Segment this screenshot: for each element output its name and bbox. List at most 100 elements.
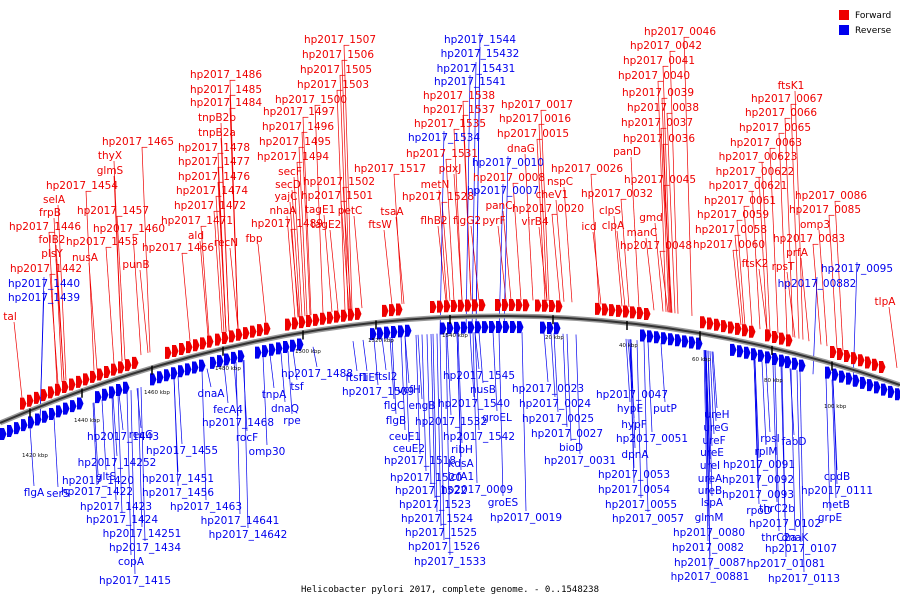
reverse-gene-label[interactable]: hp2017_1422 (61, 486, 133, 498)
forward-gene-label[interactable]: hp2017_0063 (730, 137, 802, 149)
forward-gene-label[interactable]: nusA (72, 252, 99, 264)
reverse-gene-label[interactable]: ureI (700, 460, 720, 472)
forward-gene-label[interactable]: hp2017_1505 (300, 64, 372, 76)
reverse-gene-label[interactable]: hypE (617, 403, 643, 415)
reverse-gene-label[interactable]: hp2017_0087 (674, 557, 746, 569)
reverse-gene-label[interactable]: hp2017_0007 (467, 185, 539, 197)
forward-gene-label[interactable]: hp2017_1486 (190, 69, 262, 81)
reverse-gene-label[interactable]: serS (47, 488, 70, 500)
forward-gene-label[interactable]: ald (188, 230, 204, 242)
reverse-gene-label[interactable]: ribH (451, 444, 473, 456)
reverse-gene-label[interactable]: hp2017_1524 (401, 513, 473, 525)
reverse-gene-label[interactable]: hp2017_0080 (673, 527, 745, 539)
reverse-gene-label[interactable]: hp2017_0082 (672, 542, 744, 554)
forward-gene-label[interactable]: fbp (245, 233, 262, 245)
forward-gene-label[interactable]: virB4 (521, 216, 549, 228)
reverse-gene-label[interactable]: hp2017_1468 (202, 417, 274, 429)
reverse-gene-label[interactable]: hp2017_1456 (142, 487, 214, 499)
forward-gene-label[interactable]: hp2017_0045 (624, 174, 696, 186)
reverse-gene-label[interactable]: lspA (701, 497, 724, 509)
reverse-gene-label[interactable]: ftsI2 (375, 371, 398, 383)
reverse-gene-label[interactable]: putP (653, 403, 677, 415)
forward-gene-label[interactable]: flhB2 (420, 215, 447, 227)
reverse-gene-label[interactable]: groES (488, 497, 519, 509)
reverse-gene-label[interactable]: hp2017_1544 (444, 34, 516, 46)
reverse-gene-label[interactable]: hp2017_0047 (596, 389, 668, 401)
forward-gene-label[interactable]: cheV1 (536, 189, 569, 201)
reverse-gene-label[interactable]: hp2017_1541 (434, 76, 506, 88)
reverse-gene-label[interactable]: recG (129, 429, 153, 441)
reverse-gene-label[interactable]: bioD (559, 442, 583, 454)
reverse-gene-label[interactable]: hp2017_00882 (778, 278, 857, 290)
forward-gene-label[interactable]: selA (43, 194, 66, 206)
reverse-gene-label[interactable]: hp2017_0092 (722, 474, 794, 486)
reverse-gene-label[interactable]: hp2017_1523 (399, 499, 471, 511)
forward-gene-label[interactable]: hp2017_0046 (644, 26, 716, 38)
reverse-gene-label[interactable]: hp2017_14641 (201, 515, 280, 527)
reverse-gene-label[interactable]: hp2017_1522 (395, 485, 467, 497)
reverse-gene-label[interactable]: flgA (24, 487, 45, 499)
forward-gene-label[interactable]: hp2017_1446 (9, 221, 81, 233)
reverse-gene-label[interactable]: hp2017_1420 (62, 475, 134, 487)
reverse-gene-label[interactable]: hp2017_1542 (443, 431, 515, 443)
forward-gene-label[interactable]: plsY (41, 248, 63, 260)
forward-gene-label[interactable]: frpB (39, 207, 61, 219)
reverse-gene-label[interactable]: vcfH (397, 384, 421, 396)
reverse-gene-label[interactable]: cpdB (824, 471, 850, 483)
forward-gene-label[interactable]: hp2017_1465 (102, 136, 174, 148)
forward-gene-label[interactable]: hp2017_1506 (302, 49, 374, 61)
forward-gene-label[interactable]: yajC (275, 191, 298, 203)
forward-gene-label[interactable]: nhaA (270, 205, 298, 217)
forward-gene-label[interactable]: secD (275, 179, 301, 191)
reverse-gene-label[interactable]: rplM (755, 446, 778, 458)
forward-gene-label[interactable]: clpA (602, 220, 625, 232)
forward-gene-label[interactable]: hp2017_1457 (77, 205, 149, 217)
reverse-gene-label[interactable]: gltS (96, 471, 117, 483)
reverse-gene-label[interactable]: flgB (386, 415, 406, 427)
reverse-gene-label[interactable]: hp2017_0009 (441, 484, 513, 496)
forward-gene-label[interactable]: hp2017_1501 (301, 190, 373, 202)
reverse-gene-label[interactable]: hypF (621, 419, 647, 431)
forward-gene-label[interactable]: petC (338, 205, 363, 217)
forward-gene-label[interactable]: hp2017_1460 (93, 223, 165, 235)
reverse-gene-label[interactable]: hp2017_0027 (531, 428, 603, 440)
forward-gene-label[interactable]: glmS (97, 165, 124, 177)
forward-gene-label[interactable]: hp2017_0038 (627, 102, 699, 114)
reverse-gene-label[interactable]: hp2017_1518 (384, 455, 456, 467)
reverse-gene-label[interactable]: hp2017_1451 (142, 473, 214, 485)
forward-gene-label[interactable]: thyX (98, 150, 122, 162)
reverse-gene-label[interactable]: dnaA (198, 388, 226, 400)
forward-gene-label[interactable]: tal (3, 311, 16, 323)
reverse-gene-label[interactable]: rpoD (746, 505, 772, 517)
forward-gene-label[interactable]: hp2017_0036 (623, 133, 695, 145)
forward-gene-label[interactable]: hp2017_0041 (623, 55, 695, 67)
reverse-gene-label[interactable]: dnaK (782, 532, 810, 544)
forward-gene-label[interactable]: hp2017_1471 (161, 215, 233, 227)
forward-gene-label[interactable]: panD (613, 146, 641, 158)
reverse-gene-label[interactable]: kdsA (448, 458, 474, 470)
reverse-gene-label[interactable]: copA (118, 556, 145, 568)
forward-gene-label[interactable]: hp2017_0020 (512, 203, 584, 215)
reverse-gene-label[interactable]: hp2017_1525 (405, 527, 477, 539)
forward-gene-label[interactable]: punB (122, 259, 149, 271)
reverse-gene-label[interactable]: hp2017_15431 (437, 63, 516, 75)
forward-gene-label[interactable]: hp2017_0061 (704, 195, 776, 207)
reverse-gene-label[interactable]: dpnA (621, 449, 649, 461)
reverse-gene-label[interactable]: hp2017_14252 (78, 457, 157, 469)
forward-gene-label[interactable]: tlpA (875, 296, 897, 308)
forward-gene-label[interactable]: hp2017_0066 (745, 107, 817, 119)
forward-gene-label[interactable]: hp2017_0039 (622, 87, 694, 99)
forward-gene-label[interactable]: recN (214, 237, 238, 249)
forward-gene-label[interactable]: secF (278, 166, 302, 178)
reverse-gene-label[interactable]: tsf (290, 381, 304, 393)
reverse-gene-label[interactable]: hp2017_1509 (342, 386, 414, 398)
reverse-gene-label[interactable]: ureB (698, 485, 722, 497)
forward-gene-label[interactable]: hp2017_1495 (259, 136, 331, 148)
reverse-gene-label[interactable]: hp2017_1540 (438, 398, 510, 410)
reverse-gene-label[interactable]: hp2017_0055 (605, 499, 677, 511)
forward-gene-label[interactable]: hp2017_0017 (501, 99, 573, 111)
forward-gene-label[interactable]: hp2017_1502 (303, 176, 375, 188)
reverse-gene-label[interactable]: hp2017_14642 (209, 529, 288, 541)
reverse-gene-label[interactable]: hp2017_14251 (103, 528, 182, 540)
reverse-gene-label[interactable]: hp2017_0113 (768, 573, 840, 585)
